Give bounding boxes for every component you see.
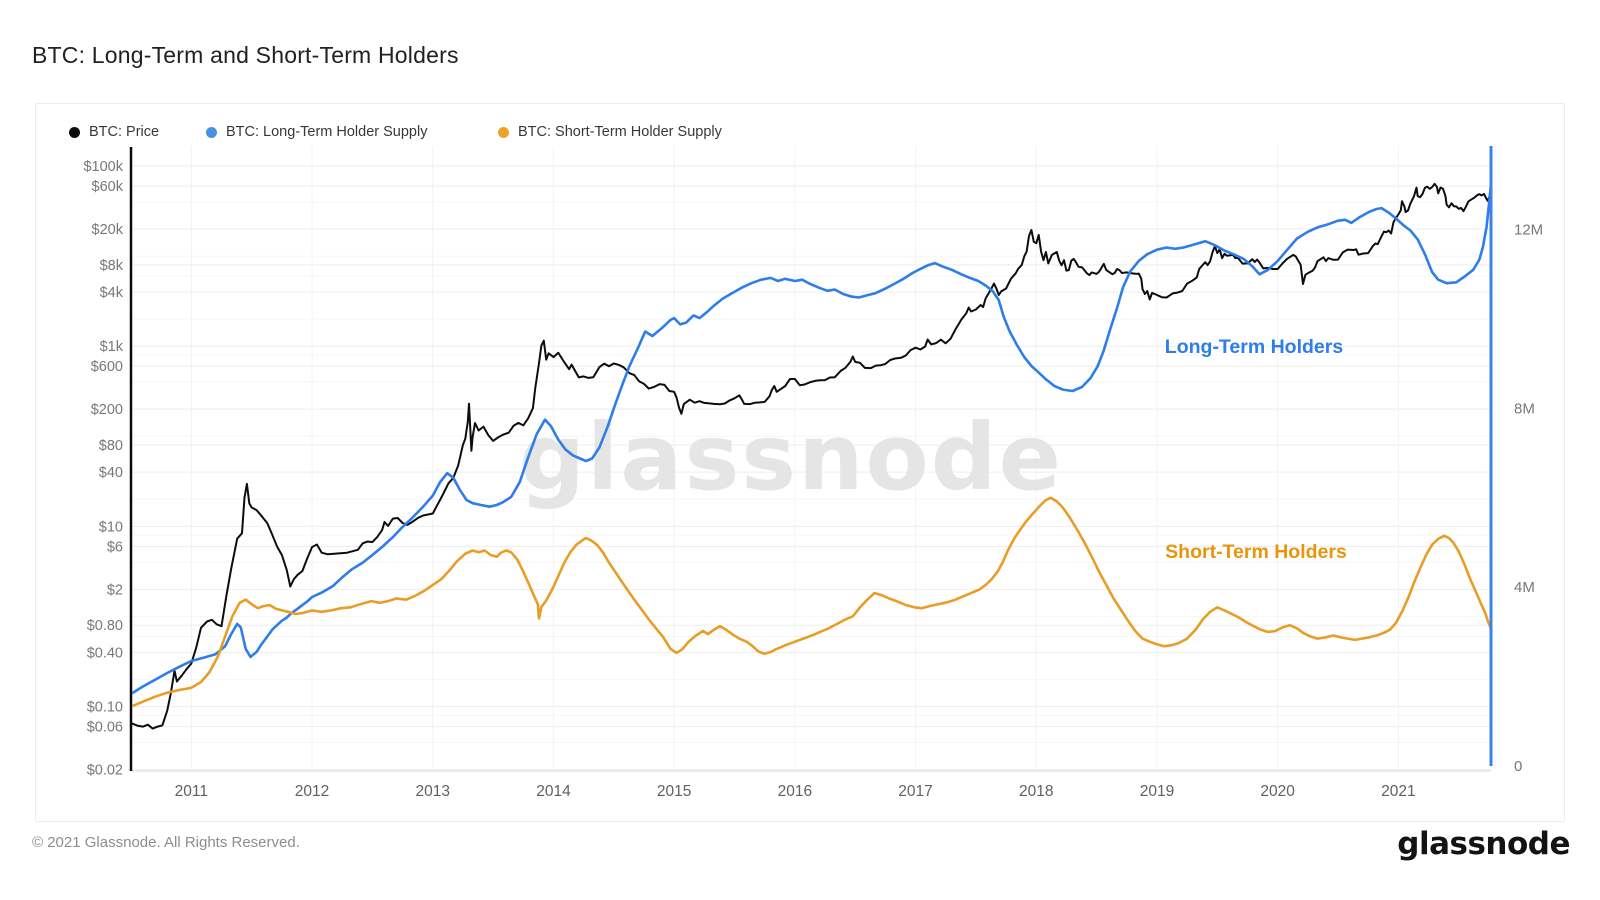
series-group [132,179,1491,730]
svg-text:2021: 2021 [1381,783,1415,800]
svg-text:8M: 8M [1514,400,1535,417]
svg-text:2019: 2019 [1140,783,1174,800]
svg-text:$6: $6 [107,539,123,555]
legend-label: BTC: Long-Term Holder Supply [226,124,428,140]
svg-text:$200: $200 [91,402,123,418]
legend-item-lth-supply[interactable]: BTC: Long-Term Holder Supply [206,123,427,141]
svg-text:2012: 2012 [295,783,329,800]
svg-text:$80: $80 [99,438,123,454]
legend-item-price[interactable]: BTC: Price [69,123,159,141]
svg-text:12M: 12M [1514,222,1543,239]
svg-text:2017: 2017 [898,783,932,800]
price-line[interactable] [132,182,1491,730]
left-axis-labels: $100k $60k $20k $8k $4k $1k $600 $200 $80 $40 $10 $… [83,159,123,779]
svg-text:2015: 2015 [657,783,691,800]
gridlines [131,146,1491,771]
copyright-text: © 2021 Glassnode. All Rights Reserved. [32,834,300,851]
legend-label: BTC: Short-Term Holder Supply [518,124,722,140]
watermark-glassnode: glassnode [519,404,1063,511]
legend-item-sth-supply[interactable]: BTC: Short-Term Holder Supply [498,123,722,141]
svg-text:$0.06: $0.06 [87,720,123,736]
svg-text:$0.10: $0.10 [87,700,123,716]
right-axis-labels: 12M 8M 4M 0 [1514,222,1543,775]
chart-legend: BTC: Price BTC: Long-Term Holder Supply … [36,104,1564,144]
sth-legend-dot-icon [498,126,509,138]
svg-text:$2: $2 [107,582,123,598]
svg-text:$600: $600 [91,359,123,375]
legend-label: BTC: Price [89,124,160,140]
page-title: BTC: Long-Term and Short-Term Holders [32,42,459,68]
x-axis-labels: 2011 2012 2013 2014 2015 2016 2017 2018 2019 2020… [175,783,1416,800]
svg-text:$0.02: $0.02 [87,763,123,779]
svg-text:$40: $40 [99,465,123,481]
glassnode-logo[interactable]: glassnode [1397,826,1570,862]
sth-supply-line[interactable] [132,496,1491,708]
svg-text:$1k: $1k [100,339,124,355]
svg-text:2013: 2013 [416,783,450,800]
svg-text:2014: 2014 [536,783,571,800]
svg-text:$0.80: $0.80 [87,618,123,634]
svg-text:2018: 2018 [1019,783,1053,800]
svg-text:$10: $10 [99,519,123,535]
long-term-holders-annotation: Long-Term Holders [1165,336,1344,358]
lth-legend-dot-icon [206,126,217,138]
svg-text:$100k: $100k [83,159,123,175]
svg-text:2020: 2020 [1260,783,1295,800]
svg-text:4M: 4M [1514,579,1535,596]
svg-text:2016: 2016 [778,783,812,800]
svg-text:$60k: $60k [92,179,124,195]
svg-text:$0.40: $0.40 [87,645,123,661]
lth-supply-line[interactable] [132,179,1491,695]
svg-text:2011: 2011 [175,783,208,800]
short-term-holders-annotation: Short-Term Holders [1165,541,1347,563]
svg-text:$4k: $4k [100,285,124,301]
price-legend-dot-icon [69,126,80,138]
svg-text:$20k: $20k [92,222,124,238]
svg-text:0: 0 [1514,758,1522,775]
svg-text:$8k: $8k [100,258,124,274]
chart-card: BTC: Price BTC: Long-Term Holder Supply … [35,103,1565,822]
